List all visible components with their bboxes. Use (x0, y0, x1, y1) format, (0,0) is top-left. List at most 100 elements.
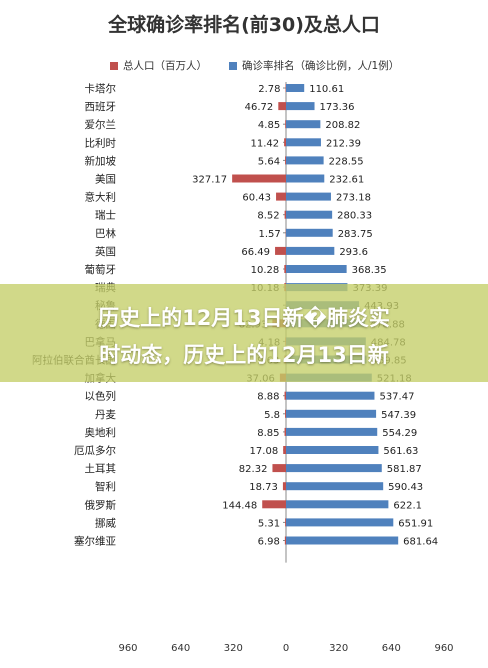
bar-rate (286, 102, 315, 111)
bar-rate (286, 409, 377, 418)
bar-population (285, 84, 287, 92)
data-label-population: 82.32 (239, 464, 268, 475)
bar-rate (286, 156, 324, 165)
data-label-population: 8.85 (257, 428, 279, 439)
bar-rate (286, 427, 378, 436)
bar-rate (286, 500, 389, 509)
bar-rate (286, 518, 394, 527)
data-label-population: 5.64 (258, 156, 280, 167)
x-tick-label: 320 (224, 643, 243, 654)
data-label-rate: 547.39 (381, 410, 416, 421)
category-label: 丹麦 (95, 409, 116, 421)
legend-swatch-rate (229, 61, 237, 70)
bar-population (275, 246, 286, 255)
bar-population (284, 427, 286, 436)
bar-rate (286, 192, 331, 201)
data-label-rate: 681.64 (403, 537, 438, 548)
data-label-rate: 273.18 (336, 193, 371, 204)
bar-rate (286, 174, 325, 183)
data-label-rate: 651.91 (398, 518, 433, 529)
legend-label-population: 总人口（百万人） (123, 60, 207, 72)
headline-overlay: 历史上的12月13日新�肺炎实 时动态，历史上的12月13日新 (0, 284, 488, 382)
bar-population (284, 536, 286, 545)
category-label: 卡塔尔 (85, 82, 117, 95)
headline-line-2: 时动态，历史上的12月13日新 (99, 343, 389, 367)
bar-population (232, 174, 286, 183)
data-label-population: 11.42 (250, 138, 279, 149)
x-tick-label: 320 (329, 643, 348, 654)
bar-population (276, 192, 286, 201)
category-label: 厄瓜多尔 (74, 444, 116, 457)
bar-rate (286, 446, 379, 454)
data-label-population: 1.57 (258, 229, 280, 240)
data-label-population: 46.72 (245, 102, 274, 113)
data-label-population: 5.31 (258, 518, 280, 529)
data-label-rate: 368.35 (352, 265, 387, 276)
headline-line-1: 历史上的12月13日新�肺炎实 (98, 306, 390, 330)
data-label-rate: 280.33 (337, 211, 372, 222)
data-label-rate: 554.29 (382, 428, 417, 439)
x-tick-label: 960 (434, 643, 453, 654)
legend-swatch-population (110, 61, 118, 70)
bar-population (278, 102, 286, 111)
data-label-rate: 581.87 (387, 464, 422, 475)
data-label-population: 2.78 (258, 84, 280, 95)
category-label: 瑞士 (95, 209, 116, 222)
x-tick-label: 640 (171, 643, 190, 654)
category-label: 西班牙 (85, 101, 117, 113)
data-label-population: 144.48 (222, 500, 257, 511)
data-label-population: 8.52 (257, 211, 279, 222)
category-label: 爱尔兰 (85, 118, 117, 131)
data-label-rate: 622.1 (393, 500, 422, 511)
x-tick-label: 960 (118, 643, 137, 654)
x-tick-label: 0 (283, 643, 289, 654)
chart-title: 全球确诊率排名(前30)及总人口 (108, 14, 380, 36)
data-label-population: 327.17 (192, 175, 227, 186)
bar-population (284, 391, 286, 400)
bar-rate (286, 391, 375, 400)
category-label: 以色列 (85, 390, 117, 403)
data-label-population: 8.88 (257, 392, 279, 403)
data-label-population: 17.08 (250, 446, 279, 457)
category-label: 俄罗斯 (85, 498, 117, 511)
data-label-population: 4.85 (258, 120, 280, 131)
data-label-rate: 283.75 (338, 229, 373, 240)
data-label-population: 60.43 (242, 193, 271, 204)
data-label-rate: 212.39 (326, 138, 361, 149)
category-label: 意大利 (85, 191, 117, 204)
category-label: 奥地利 (85, 426, 117, 439)
data-label-rate: 228.55 (329, 156, 364, 167)
bar-rate (286, 536, 399, 545)
bar-population (282, 482, 286, 491)
data-label-rate: 293.6 (339, 247, 368, 258)
bar-population (283, 446, 286, 454)
bar-rate (286, 84, 305, 92)
category-label: 巴林 (95, 227, 116, 240)
data-label-population: 6.98 (258, 537, 280, 548)
chart-legend: 总人口（百万人） 确诊率排名（确诊比例，人/1例） (110, 58, 399, 73)
bar-rate (286, 210, 333, 219)
bar-population (285, 518, 286, 527)
data-label-rate: 208.82 (325, 120, 360, 131)
x-tick-label: 640 (382, 643, 401, 654)
bar-population (262, 500, 286, 509)
category-label: 葡萄牙 (85, 263, 117, 276)
bar-population (272, 464, 286, 473)
category-label: 比利时 (85, 136, 117, 149)
category-label: 新加坡 (85, 154, 117, 167)
bar-population (285, 409, 286, 418)
data-label-rate: 590.43 (388, 482, 423, 493)
category-label: 英国 (95, 245, 116, 258)
data-label-rate: 561.63 (383, 446, 418, 457)
data-label-rate: 173.36 (320, 102, 355, 113)
legend-item-rate: 确诊率排名（确诊比例，人/1例） (229, 58, 399, 73)
bar-population (285, 120, 287, 129)
category-label: 挪威 (95, 516, 116, 529)
bar-population (284, 138, 286, 147)
bar-rate (286, 228, 333, 237)
bar-rate (286, 464, 382, 473)
data-label-population: 66.49 (241, 247, 270, 258)
data-label-rate: 110.61 (309, 84, 344, 95)
data-label-population: 18.73 (249, 482, 278, 493)
